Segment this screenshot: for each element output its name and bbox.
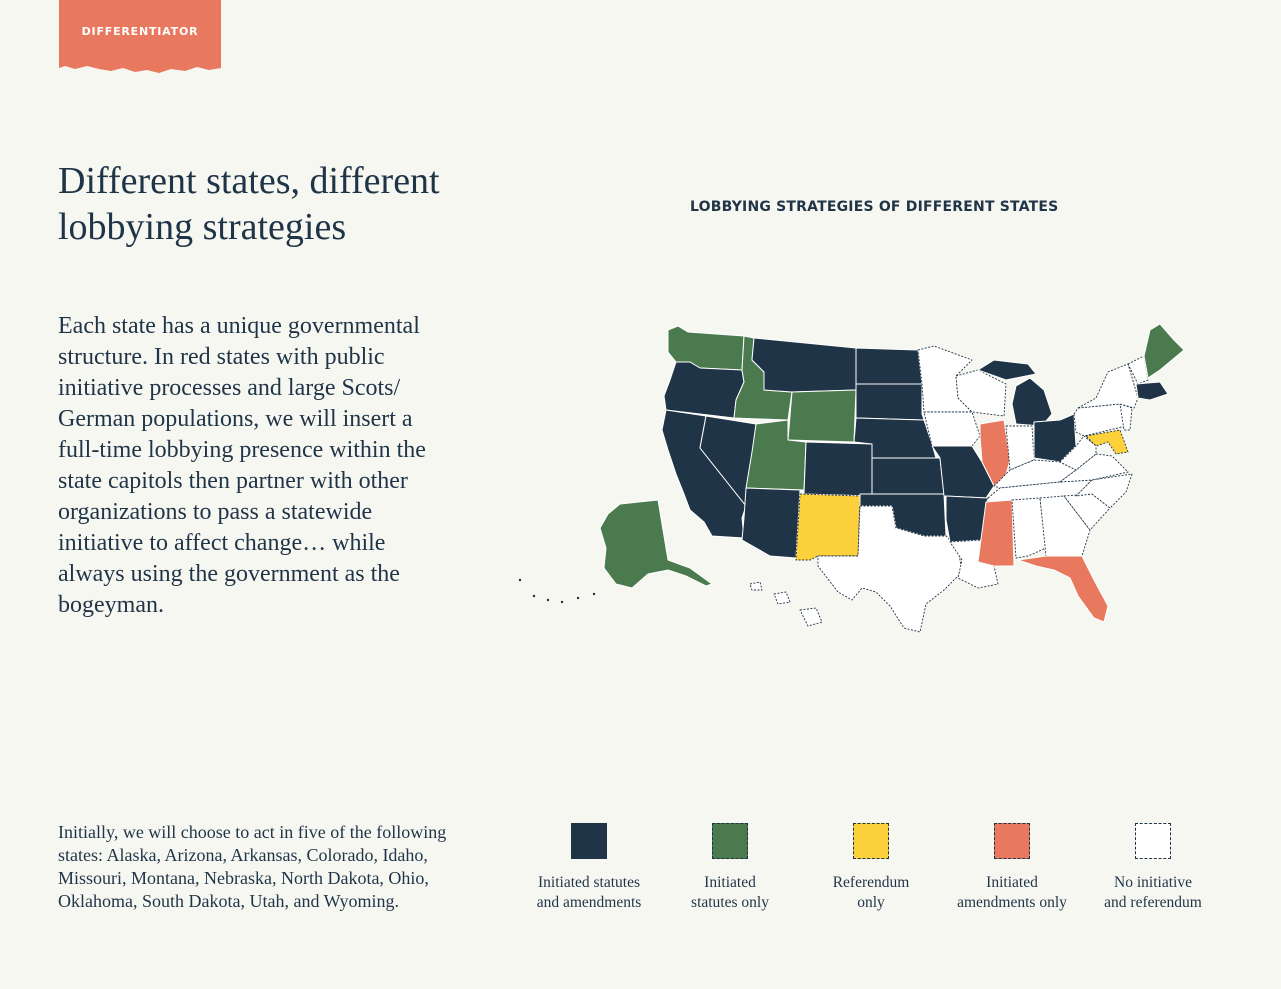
legend-item-amendments-only: Initiated amendments only	[947, 822, 1077, 913]
differentiator-tag: DIFFERENTIATOR	[59, 0, 221, 76]
legend-label: Referendum only	[832, 874, 910, 911]
state-missouri	[931, 445, 995, 499]
state-north-dakota	[855, 347, 923, 385]
body-paragraph: Each state has a unique governmental str…	[58, 313, 426, 618]
footnote: Initially, we will choose to act in five…	[58, 822, 447, 911]
torn-paper-shape	[59, 0, 221, 73]
state-iowa	[923, 411, 981, 447]
page-title: Different states, different lobbying str…	[58, 160, 440, 248]
state-michigan-lower	[1011, 377, 1053, 427]
legend-swatch	[1135, 823, 1171, 859]
legend-label: No initiative and referendum	[1104, 874, 1202, 911]
state-new-york	[1077, 363, 1139, 409]
state-new-mexico	[795, 493, 861, 561]
state-hawaii	[749, 581, 823, 627]
state-wyoming	[787, 389, 857, 443]
map-title: LOBBYING STRATEGIES OF DIFFERENT STATES	[690, 199, 1059, 215]
us-states-map	[518, 323, 1185, 633]
legend-item-no-initiative: No initiative and referendum	[1088, 822, 1218, 913]
map-legend: Initiated statutes and amendments Initia…	[524, 822, 1224, 922]
legend-label: Initiated statutes only	[691, 874, 769, 911]
state-georgia	[1039, 495, 1091, 557]
state-new-england	[1127, 355, 1149, 385]
legend-swatch	[994, 823, 1030, 859]
state-kansas	[871, 457, 945, 495]
state-maryland	[1085, 429, 1129, 455]
legend-label: Initiated amendments only	[957, 874, 1067, 911]
state-montana	[751, 337, 857, 393]
legend-item-referendum-only: Referendum only	[806, 822, 936, 913]
state-texas	[817, 505, 963, 633]
state-colorado	[803, 441, 873, 497]
state-virginia	[1059, 453, 1129, 483]
state-alabama	[1011, 497, 1047, 559]
state-oregon	[663, 361, 745, 419]
state-mississippi	[977, 499, 1015, 567]
state-arizona	[741, 487, 801, 559]
state-west-virginia	[1059, 435, 1097, 471]
alaska-islands	[518, 578, 596, 604]
legend-swatch	[712, 823, 748, 859]
legend-swatch	[571, 823, 607, 859]
state-alaska	[599, 499, 713, 589]
legend-item-statutes-only: Initiated statutes only	[665, 822, 795, 913]
state-massachusetts	[1135, 381, 1169, 401]
tag-label: DIFFERENTIATOR	[81, 25, 199, 38]
state-maine	[1143, 323, 1185, 379]
state-florida	[1017, 555, 1109, 623]
state-michigan-upper	[977, 359, 1037, 381]
legend-item-statutes-and-amendments: Initiated statutes and amendments	[524, 822, 654, 913]
legend-swatch	[853, 823, 889, 859]
legend-label: Initiated statutes and amendments	[536, 874, 642, 911]
state-south-dakota	[855, 383, 925, 421]
